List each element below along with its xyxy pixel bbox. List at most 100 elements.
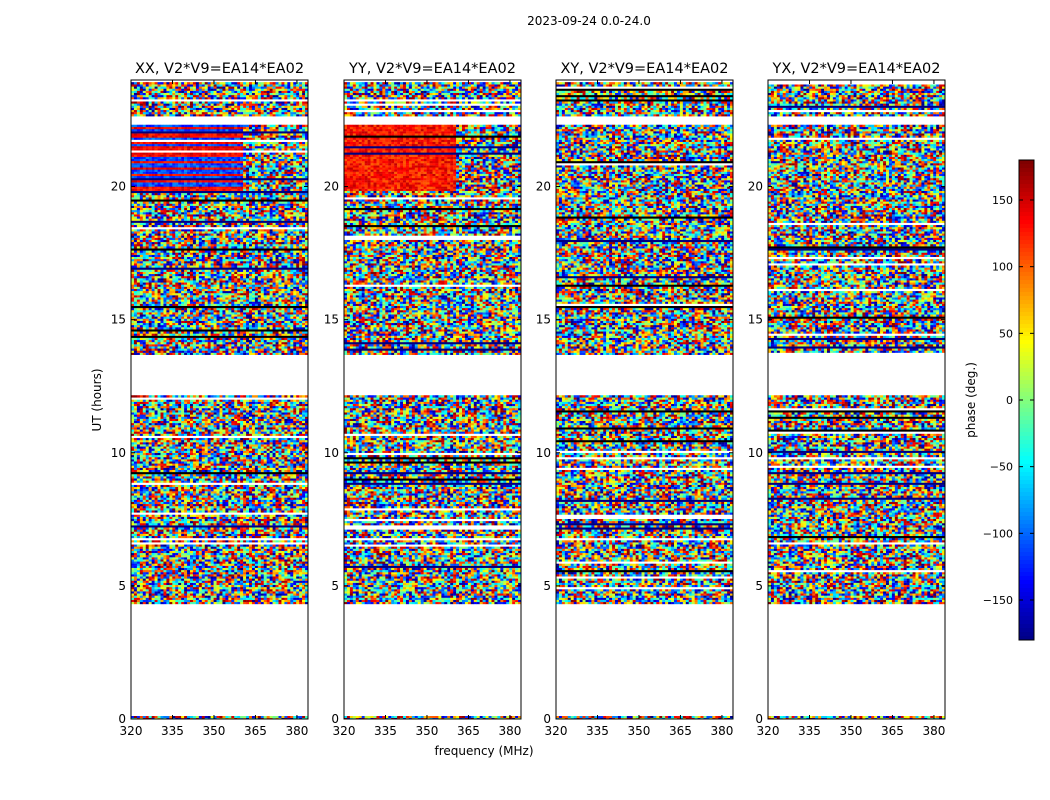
heatmap-cell xyxy=(287,474,290,476)
heatmap-cell xyxy=(258,549,261,551)
heatmap-cell xyxy=(140,587,143,589)
heatmap-cell xyxy=(211,480,214,482)
heatmap-cell xyxy=(211,600,214,602)
heatmap-cell xyxy=(237,546,240,548)
heatmap-cell xyxy=(155,470,158,472)
heatmap-cell xyxy=(187,598,190,600)
heatmap-cell xyxy=(287,564,290,566)
heatmap-cell xyxy=(166,546,169,548)
heatmap-cell xyxy=(181,523,184,525)
heatmap-cell xyxy=(217,557,220,559)
heatmap-cell xyxy=(143,502,146,504)
heatmap-cell xyxy=(231,551,234,553)
heatmap-cell xyxy=(302,570,305,572)
heatmap-cell xyxy=(243,532,246,534)
heatmap-cell xyxy=(273,493,276,495)
heatmap-cell xyxy=(152,532,155,534)
heatmap-cell xyxy=(270,502,273,504)
heatmap-cell xyxy=(199,572,202,574)
heatmap-cell xyxy=(169,564,172,566)
heatmap-cell xyxy=(246,540,249,542)
heatmap-cell xyxy=(211,570,214,572)
heatmap-cell xyxy=(252,480,255,482)
heatmap-cell xyxy=(140,585,143,587)
heatmap-cell xyxy=(222,568,225,570)
heatmap-cell xyxy=(199,561,202,563)
heatmap-cell xyxy=(208,546,211,548)
heatmap-cell xyxy=(217,581,220,583)
heatmap-cell xyxy=(184,487,187,489)
heatmap-cell xyxy=(225,595,228,597)
heatmap-cell xyxy=(205,549,208,551)
heatmap-cell xyxy=(155,549,158,551)
heatmap-cell xyxy=(225,540,228,542)
heatmap-cell xyxy=(255,544,258,546)
heatmap-cell xyxy=(281,583,284,585)
heatmap-cell xyxy=(190,583,193,585)
heatmap-cell xyxy=(284,517,287,519)
heatmap-cell xyxy=(158,544,161,546)
heatmap-cell xyxy=(140,534,143,536)
heatmap-cell xyxy=(169,557,172,559)
heatmap-cell xyxy=(149,500,152,502)
heatmap-cell xyxy=(222,561,225,563)
heatmap-cell xyxy=(249,515,252,517)
heatmap-cell xyxy=(273,595,276,597)
heatmap-cell xyxy=(258,566,261,568)
heatmap-cell xyxy=(163,585,166,587)
heatmap-cell xyxy=(276,564,279,566)
heatmap-cell xyxy=(199,534,202,536)
heatmap-cell xyxy=(169,553,172,555)
heatmap-cell xyxy=(249,570,252,572)
heatmap-cell xyxy=(228,478,231,480)
heatmap-cell xyxy=(220,517,223,519)
heatmap-cell xyxy=(181,568,184,570)
heatmap-cell xyxy=(296,500,299,502)
heatmap-cell xyxy=(137,470,140,472)
heatmap-cell xyxy=(231,589,234,591)
heatmap-cell xyxy=(181,566,184,568)
heatmap-cell xyxy=(169,476,172,478)
heatmap-cell xyxy=(217,576,220,578)
heatmap-cell xyxy=(231,602,234,604)
heatmap-cell xyxy=(152,561,155,563)
heatmap-cell xyxy=(220,521,223,523)
heatmap-cell xyxy=(161,602,164,604)
heatmap-cell xyxy=(261,591,264,593)
heatmap-cell xyxy=(252,574,255,576)
heatmap-cell xyxy=(140,515,143,517)
heatmap-cell xyxy=(261,517,264,519)
heatmap-cell xyxy=(287,521,290,523)
heatmap-cell xyxy=(249,555,252,557)
heatmap-cell xyxy=(169,561,172,563)
heatmap-cell xyxy=(225,553,228,555)
heatmap-cell xyxy=(222,480,225,482)
heatmap-cell xyxy=(187,489,190,491)
heatmap-cell xyxy=(276,559,279,561)
heatmap-cell xyxy=(178,570,181,572)
heatmap-cell xyxy=(211,595,214,597)
heatmap-cell xyxy=(178,485,181,487)
heatmap-cell xyxy=(273,506,276,508)
heatmap-cell xyxy=(175,598,178,600)
heatmap-cell xyxy=(228,585,231,587)
heatmap-cell xyxy=(146,523,149,525)
heatmap-cell xyxy=(143,532,146,534)
heatmap-cell xyxy=(287,585,290,587)
heatmap-cell xyxy=(184,497,187,499)
heatmap-cell xyxy=(155,478,158,480)
heatmap-cell xyxy=(166,587,169,589)
heatmap-cell xyxy=(220,600,223,602)
heatmap-cell xyxy=(220,578,223,580)
heatmap-cell xyxy=(208,540,211,542)
heatmap-cell xyxy=(172,595,175,597)
heatmap-cell xyxy=(208,602,211,604)
heatmap-cell xyxy=(261,540,264,542)
heatmap-cell xyxy=(281,600,284,602)
heatmap-cell xyxy=(225,523,228,525)
heatmap-cell xyxy=(199,585,202,587)
heatmap-cell xyxy=(255,485,258,487)
heatmap-cell xyxy=(243,476,246,478)
heatmap-cell xyxy=(264,546,267,548)
heatmap-cell xyxy=(243,581,246,583)
